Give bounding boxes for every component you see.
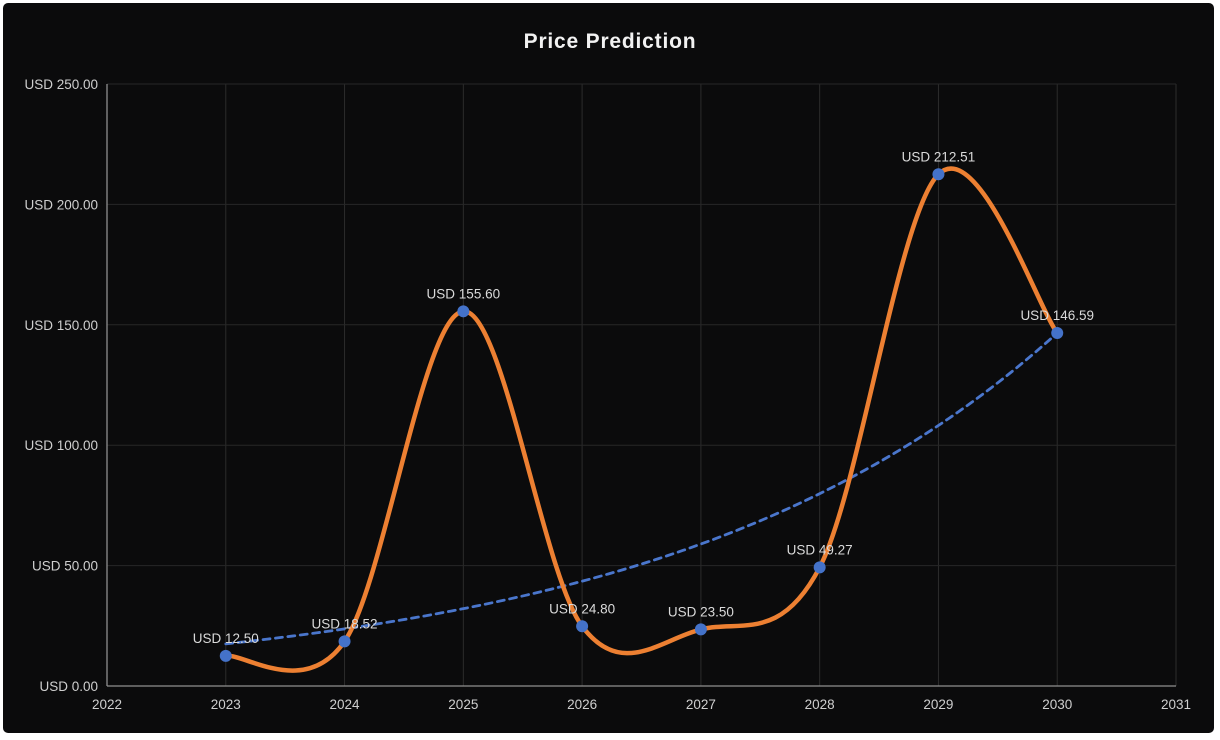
x-tick-label: 2029 <box>923 697 953 712</box>
data-point-label: USD 18.52 <box>312 616 378 631</box>
data-point-marker <box>1051 327 1064 340</box>
data-point-label: USD 212.51 <box>902 149 976 164</box>
x-tick-label: 2025 <box>448 697 478 712</box>
data-point-marker <box>694 623 707 636</box>
price-curve <box>223 166 1060 673</box>
y-tick-label: USD 50.00 <box>32 559 98 574</box>
y-tick-label: USD 0.00 <box>39 679 98 694</box>
trend-curve <box>224 331 1059 646</box>
x-tick-label: 2023 <box>211 697 241 712</box>
data-point-label: USD 155.60 <box>427 286 501 301</box>
chart-title: Price Prediction <box>523 30 697 53</box>
chart-background <box>3 3 1214 733</box>
x-tick-label: 2027 <box>686 697 716 712</box>
data-point-label: USD 146.59 <box>1020 308 1094 323</box>
axis-layer: USD 0.00 USD 50.00 USD 100.00 USD 150.00 USD… <box>24 77 1191 712</box>
data-point-label: USD 12.50 <box>193 631 259 646</box>
data-point-label: USD 23.50 <box>668 604 734 619</box>
x-tick-label: 2030 <box>1042 697 1072 712</box>
x-tick-label: 2024 <box>330 697 361 712</box>
y-tick-label: USD 100.00 <box>24 438 98 453</box>
data-point-marker <box>932 168 945 181</box>
series-layer <box>219 166 1064 673</box>
x-tick-label: 2022 <box>92 697 122 712</box>
data-point-marker <box>813 561 826 574</box>
data-point-marker <box>576 620 589 633</box>
y-tick-label: USD 150.00 <box>24 318 98 333</box>
data-point-marker <box>338 635 351 648</box>
y-tick-label: USD 200.00 <box>24 197 98 212</box>
data-point-label: USD 49.27 <box>787 542 853 557</box>
grid-layer <box>107 83 1177 686</box>
x-tick-label: 2026 <box>567 697 597 712</box>
data-point-label: USD 24.80 <box>549 601 615 616</box>
data-point-marker <box>219 649 232 662</box>
x-tick-label: 2031 <box>1161 697 1191 712</box>
x-tick-label: 2028 <box>805 697 835 712</box>
y-tick-label: USD 250.00 <box>24 77 98 92</box>
label-layer: USD 12.50 USD 18.52 USD 155.60 USD 24.80 USD… <box>193 149 1094 646</box>
data-point-marker <box>457 305 470 318</box>
